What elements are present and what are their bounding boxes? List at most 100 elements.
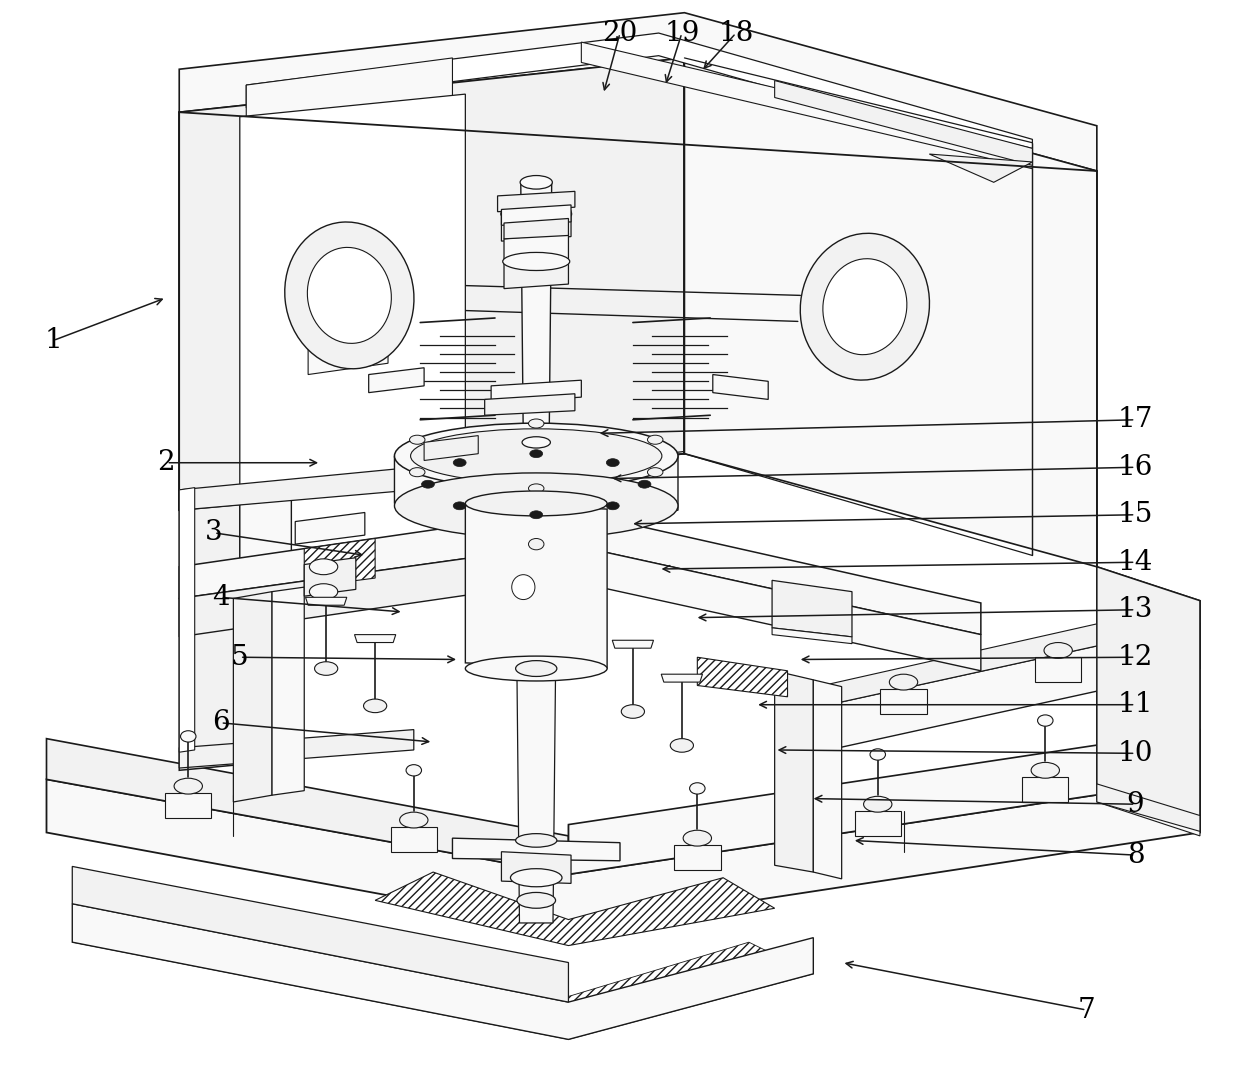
Polygon shape (684, 58, 1097, 567)
Polygon shape (180, 58, 684, 510)
Polygon shape (501, 852, 572, 883)
Ellipse shape (529, 450, 543, 458)
Ellipse shape (308, 248, 392, 344)
Polygon shape (247, 58, 453, 135)
Polygon shape (1097, 567, 1200, 833)
Polygon shape (239, 471, 465, 505)
Polygon shape (180, 729, 414, 768)
Ellipse shape (606, 502, 619, 509)
Polygon shape (582, 42, 1033, 169)
Ellipse shape (363, 699, 387, 713)
Text: 15: 15 (1117, 501, 1153, 528)
Polygon shape (568, 544, 981, 671)
Polygon shape (775, 81, 1033, 166)
Ellipse shape (399, 812, 428, 828)
Polygon shape (491, 380, 582, 403)
Polygon shape (72, 866, 568, 1002)
Ellipse shape (647, 435, 663, 444)
Polygon shape (773, 628, 852, 644)
Text: 1: 1 (45, 327, 62, 354)
Polygon shape (424, 435, 479, 461)
Ellipse shape (606, 459, 619, 466)
Polygon shape (497, 192, 575, 212)
Polygon shape (72, 906, 813, 1039)
Polygon shape (568, 729, 1200, 875)
Ellipse shape (1038, 715, 1053, 726)
Polygon shape (465, 503, 608, 669)
Ellipse shape (520, 176, 552, 190)
Ellipse shape (174, 779, 202, 794)
Polygon shape (376, 872, 775, 946)
Polygon shape (697, 657, 787, 697)
Polygon shape (1097, 795, 1200, 836)
Polygon shape (391, 827, 436, 852)
Polygon shape (787, 624, 1200, 759)
Polygon shape (308, 318, 388, 375)
Ellipse shape (800, 234, 930, 380)
Ellipse shape (823, 258, 906, 354)
Ellipse shape (528, 484, 544, 493)
Polygon shape (239, 94, 465, 505)
Text: 9: 9 (1127, 791, 1145, 817)
Text: 14: 14 (1117, 549, 1153, 576)
Polygon shape (295, 513, 365, 544)
Ellipse shape (502, 252, 569, 270)
Text: 4: 4 (212, 584, 229, 611)
Ellipse shape (511, 869, 562, 886)
Polygon shape (180, 505, 239, 770)
Polygon shape (233, 591, 272, 802)
Ellipse shape (1032, 763, 1059, 779)
Polygon shape (304, 558, 356, 597)
Ellipse shape (409, 435, 425, 444)
Ellipse shape (454, 502, 466, 509)
Text: 13: 13 (1117, 597, 1153, 624)
Polygon shape (813, 680, 842, 879)
Ellipse shape (394, 473, 678, 538)
Polygon shape (503, 260, 568, 289)
Ellipse shape (689, 783, 706, 794)
Ellipse shape (512, 575, 534, 600)
Ellipse shape (639, 480, 651, 488)
Polygon shape (929, 154, 1033, 182)
Ellipse shape (465, 656, 608, 681)
Text: 11: 11 (1117, 691, 1153, 718)
Text: 12: 12 (1117, 644, 1153, 671)
Ellipse shape (621, 704, 645, 718)
Text: 19: 19 (665, 19, 699, 46)
Polygon shape (180, 488, 195, 752)
Text: 17: 17 (1117, 406, 1153, 433)
Ellipse shape (310, 584, 337, 600)
Polygon shape (661, 674, 703, 682)
Ellipse shape (522, 437, 551, 448)
Polygon shape (521, 182, 552, 445)
Text: 3: 3 (206, 519, 223, 546)
Ellipse shape (863, 796, 892, 812)
Ellipse shape (889, 674, 918, 690)
Ellipse shape (671, 739, 693, 752)
Ellipse shape (310, 559, 337, 575)
Polygon shape (1097, 784, 1200, 831)
Ellipse shape (405, 765, 422, 775)
Polygon shape (787, 601, 1200, 714)
Polygon shape (368, 367, 424, 393)
Polygon shape (305, 598, 347, 605)
Polygon shape (180, 467, 414, 510)
Polygon shape (46, 780, 1200, 928)
Polygon shape (72, 904, 813, 1039)
Ellipse shape (454, 459, 466, 466)
Polygon shape (180, 544, 568, 637)
Polygon shape (485, 394, 575, 416)
Polygon shape (1022, 778, 1069, 802)
Ellipse shape (422, 480, 434, 488)
Ellipse shape (285, 222, 414, 368)
Polygon shape (675, 845, 720, 870)
Polygon shape (453, 838, 620, 861)
Text: 18: 18 (718, 19, 754, 46)
Text: 7: 7 (1078, 996, 1095, 1023)
Text: 16: 16 (1117, 453, 1153, 480)
Ellipse shape (181, 730, 196, 742)
Ellipse shape (409, 467, 425, 477)
Text: 2: 2 (157, 449, 175, 476)
Text: 6: 6 (212, 710, 229, 737)
Text: 8: 8 (1127, 841, 1145, 869)
